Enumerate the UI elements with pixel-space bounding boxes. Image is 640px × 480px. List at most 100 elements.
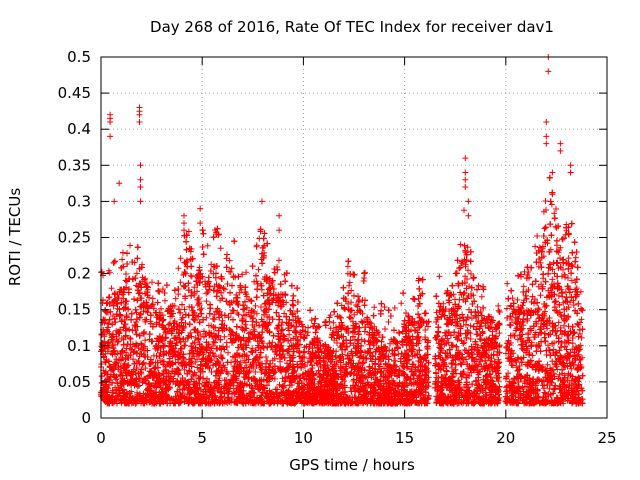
data-point: [478, 293, 485, 300]
data-point: [172, 295, 179, 302]
data-point: [287, 337, 294, 344]
data-point: [535, 283, 542, 290]
data-point: [422, 327, 429, 333]
data-point: [464, 244, 471, 251]
data-point: [457, 241, 464, 248]
data-point: [115, 338, 122, 345]
data-point: [387, 340, 393, 347]
data-point: [224, 251, 230, 258]
data-point: [519, 302, 526, 309]
data-point: [276, 257, 282, 264]
data-point: [138, 310, 144, 317]
data-point: [346, 282, 352, 289]
data-point: [253, 278, 260, 285]
data-point: [333, 358, 340, 365]
data-point: [225, 349, 231, 356]
data-point: [279, 326, 286, 333]
data-point: [391, 305, 398, 311]
data-point: [188, 333, 195, 340]
data-point: [191, 284, 198, 291]
data-point: [578, 316, 585, 323]
data-point: [330, 319, 337, 326]
data-point: [108, 285, 115, 292]
data-point: [555, 292, 562, 299]
data-point: [495, 307, 502, 314]
data-point: [348, 287, 355, 294]
data-point: [534, 311, 541, 318]
data-point: [189, 372, 196, 379]
data-point: [565, 323, 572, 330]
data-point: [187, 272, 194, 279]
data-point: [159, 286, 166, 293]
data-point: [505, 370, 512, 377]
data-point: [568, 261, 575, 268]
data-point: [529, 352, 536, 359]
data-point: [556, 347, 563, 354]
data-point: [564, 340, 570, 347]
data-point: [565, 255, 572, 262]
data-point: [221, 333, 228, 340]
data-point: [545, 287, 552, 294]
data-point: [551, 210, 558, 217]
data-point: [177, 255, 184, 262]
data-point: [115, 364, 122, 371]
data-point: [457, 264, 464, 271]
data-point: [228, 265, 235, 272]
data-point: [398, 300, 405, 307]
data-point: [281, 310, 288, 317]
data-point: [353, 379, 360, 386]
data-point: [565, 304, 572, 311]
data-point: [130, 356, 137, 363]
data-point: [219, 317, 226, 324]
data-point: [371, 304, 378, 311]
data-point: [496, 330, 503, 337]
data-point: [253, 243, 260, 250]
data-point: [225, 370, 232, 377]
data-point: [514, 336, 521, 343]
data-point: [504, 280, 511, 287]
data-point: [495, 378, 502, 385]
data-point: [345, 300, 352, 307]
data-point: [463, 356, 469, 363]
data-point: [468, 315, 475, 322]
data-point: [568, 294, 575, 301]
data-point: [203, 314, 210, 321]
data-point: [521, 268, 528, 275]
data-point: [161, 359, 167, 365]
data-point: [560, 378, 567, 385]
data-point: [181, 306, 188, 313]
data-point: [133, 270, 140, 277]
data-point: [525, 331, 532, 338]
data-point: [181, 366, 188, 373]
data-point: [524, 345, 531, 352]
data-point: [572, 254, 579, 261]
data-point: [468, 270, 474, 277]
data-point: [194, 364, 201, 371]
data-point: [266, 280, 273, 287]
data-point: [269, 357, 276, 364]
data-point: [142, 365, 149, 372]
data-point: [149, 295, 156, 302]
data-point: [194, 356, 200, 363]
data-point: [568, 365, 575, 372]
data-point: [269, 339, 276, 346]
data-point: [327, 325, 334, 332]
data-point: [159, 358, 166, 365]
data-point: [548, 201, 555, 208]
data-point: [118, 335, 125, 342]
data-point: [308, 317, 315, 324]
data-point: [237, 341, 244, 348]
data-point: [279, 375, 286, 382]
data-point: [316, 323, 323, 330]
data-point: [534, 233, 541, 239]
data-point: [351, 311, 358, 318]
data-point: [396, 330, 403, 337]
data-point: [467, 322, 474, 329]
data-point: [286, 352, 293, 359]
data-point: [119, 256, 126, 263]
data-point: [467, 336, 474, 342]
data-point: [572, 279, 579, 286]
data-point: [496, 350, 503, 356]
data-point: [122, 356, 129, 363]
